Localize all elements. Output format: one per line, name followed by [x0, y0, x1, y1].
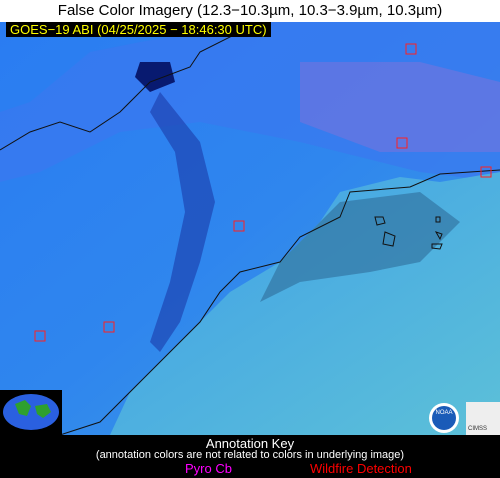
logo-label: CIMSS [468, 426, 488, 432]
wildfire-box [233, 220, 245, 232]
coastline [0, 22, 251, 151]
globe [3, 394, 59, 430]
legend-item: Wildfire Detection [310, 461, 412, 476]
wildfire-box [103, 321, 115, 333]
dark-cloud [260, 192, 460, 302]
coastline [374, 216, 443, 250]
cloud-area [0, 22, 500, 182]
wildfire-box [34, 330, 46, 342]
continents [15, 400, 51, 418]
wildfire-box [396, 137, 408, 149]
timestamp: GOES−19 ABI (04/25/2025 − 18:46:30 UTC) [6, 22, 271, 37]
wildfire-box [405, 43, 417, 55]
pink-area [300, 62, 500, 152]
logo-label: NOAA [435, 410, 453, 416]
dark-spot [135, 62, 175, 92]
wildfire-box [480, 166, 492, 178]
satellite-image [0, 22, 500, 435]
cimss-logo [466, 402, 500, 435]
noaa-logo-inner [432, 406, 456, 430]
annotation-key: Annotation Key (annotation colors are no… [0, 435, 500, 478]
dark-streak [150, 92, 215, 352]
coastline [59, 169, 500, 435]
key-note: (annotation colors are not related to co… [95, 449, 405, 461]
legend-item: Pyro Cb [185, 461, 232, 476]
title: False Color Imagery (12.3−10.3µm, 10.3−3… [57, 2, 443, 19]
key-title: Annotation Key [205, 436, 295, 451]
